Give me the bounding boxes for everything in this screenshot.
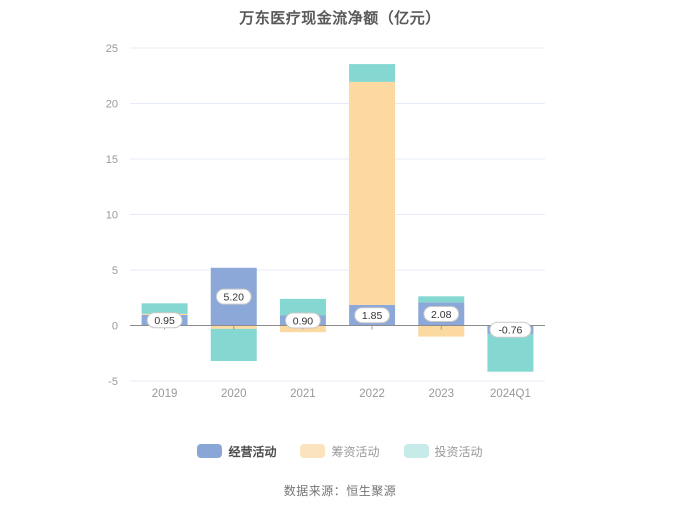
- legend-item-operating[interactable]: 经营活动: [197, 443, 276, 460]
- legend-swatch-investing: [403, 444, 429, 458]
- bar-2022-financing[interactable]: [349, 81, 396, 305]
- bar-2024Q1-investing[interactable]: [487, 333, 534, 372]
- value-label-2019: 0.95: [154, 315, 175, 327]
- y-axis-label-0: 0: [112, 321, 118, 333]
- y-axis-label-5: 5: [112, 265, 118, 277]
- legend-label-financing: 筹资活动: [331, 444, 380, 459]
- x-axis-label-2019: 2019: [152, 388, 178, 400]
- legend-label-operating: 经营活动: [228, 444, 277, 459]
- bar-2019-investing[interactable]: [141, 303, 188, 314]
- value-label-2021: 0.90: [293, 315, 314, 327]
- data-source-label: 数据来源：恒生聚源: [283, 484, 397, 498]
- x-axis-label-2022: 2022: [359, 388, 385, 400]
- y-axis-label-25: 25: [106, 43, 118, 55]
- bar-2021-investing[interactable]: [279, 298, 326, 316]
- value-label-2022: 1.85: [362, 310, 383, 322]
- y-axis-label-15: 15: [106, 154, 118, 166]
- legend-swatch-operating: [197, 444, 223, 458]
- legend-item-financing[interactable]: 筹资活动: [300, 443, 380, 460]
- value-label-box-2019: [146, 312, 183, 329]
- bar-2022-investing[interactable]: [349, 64, 396, 82]
- value-label-box-2023: [423, 305, 460, 322]
- value-label-box-2020: [215, 288, 252, 305]
- value-label-2023: 2.08: [431, 309, 452, 321]
- chart-title: 万东医疗现金流净额（亿元）: [239, 10, 441, 27]
- cashflow-stacked-bar-chart: 25 20 15 10 5 0 -5 2019 2020 2021 2022 2023 2024Q1 0.…: [106, 43, 545, 400]
- y-axis-label-10: 10: [106, 210, 118, 222]
- legend-item-investing[interactable]: 投资活动: [403, 443, 483, 460]
- legend-swatch-financing: [300, 444, 326, 458]
- value-label-2020: 5.20: [224, 291, 245, 303]
- x-axis-label-2023: 2023: [428, 388, 454, 400]
- value-label-box-2024Q1: [489, 321, 532, 338]
- y-axis-label-20: 20: [106, 99, 118, 111]
- bar-2023-investing[interactable]: [418, 296, 465, 303]
- value-label-box-2021: [285, 312, 321, 329]
- x-axis-label-2020: 2020: [221, 388, 247, 400]
- bar-2023-financing[interactable]: [418, 325, 465, 337]
- y-axis-label--5: -5: [108, 376, 118, 388]
- x-axis-label-2021: 2021: [290, 388, 316, 400]
- legend-label-investing: 投资活动: [434, 444, 483, 459]
- chart-legend: 经营活动 筹资活动 投资活动: [0, 442, 680, 460]
- value-label-box-2022: [354, 307, 390, 324]
- bar-2020-investing[interactable]: [210, 328, 257, 362]
- x-axis-label-2024Q1: 2024Q1: [490, 388, 531, 400]
- value-label-2024Q1: -0.76: [498, 325, 522, 337]
